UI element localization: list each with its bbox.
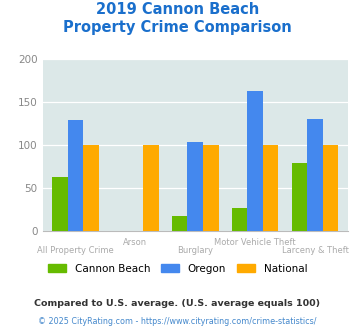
Legend: Cannon Beach, Oregon, National: Cannon Beach, Oregon, National xyxy=(48,264,307,274)
Bar xyxy=(52,177,68,231)
Text: © 2025 CityRating.com - https://www.cityrating.com/crime-statistics/: © 2025 CityRating.com - https://www.city… xyxy=(38,317,317,326)
Bar xyxy=(232,208,247,231)
Bar xyxy=(291,163,307,231)
Text: 2019 Cannon Beach: 2019 Cannon Beach xyxy=(96,2,259,16)
Bar xyxy=(203,145,219,231)
Bar xyxy=(307,119,323,231)
Text: Compared to U.S. average. (U.S. average equals 100): Compared to U.S. average. (U.S. average … xyxy=(34,299,321,308)
Text: All Property Crime: All Property Crime xyxy=(37,246,114,255)
Text: Motor Vehicle Theft: Motor Vehicle Theft xyxy=(214,238,296,247)
Bar xyxy=(68,120,83,231)
Bar xyxy=(83,145,99,231)
Bar xyxy=(263,145,278,231)
Bar xyxy=(187,142,203,231)
Bar xyxy=(172,216,187,231)
Text: Arson: Arson xyxy=(123,238,147,247)
Bar xyxy=(323,145,338,231)
Text: Property Crime Comparison: Property Crime Comparison xyxy=(63,20,292,35)
Bar xyxy=(247,91,263,231)
Text: Larceny & Theft: Larceny & Theft xyxy=(282,246,348,255)
Text: Burglary: Burglary xyxy=(177,246,213,255)
Bar xyxy=(143,145,159,231)
